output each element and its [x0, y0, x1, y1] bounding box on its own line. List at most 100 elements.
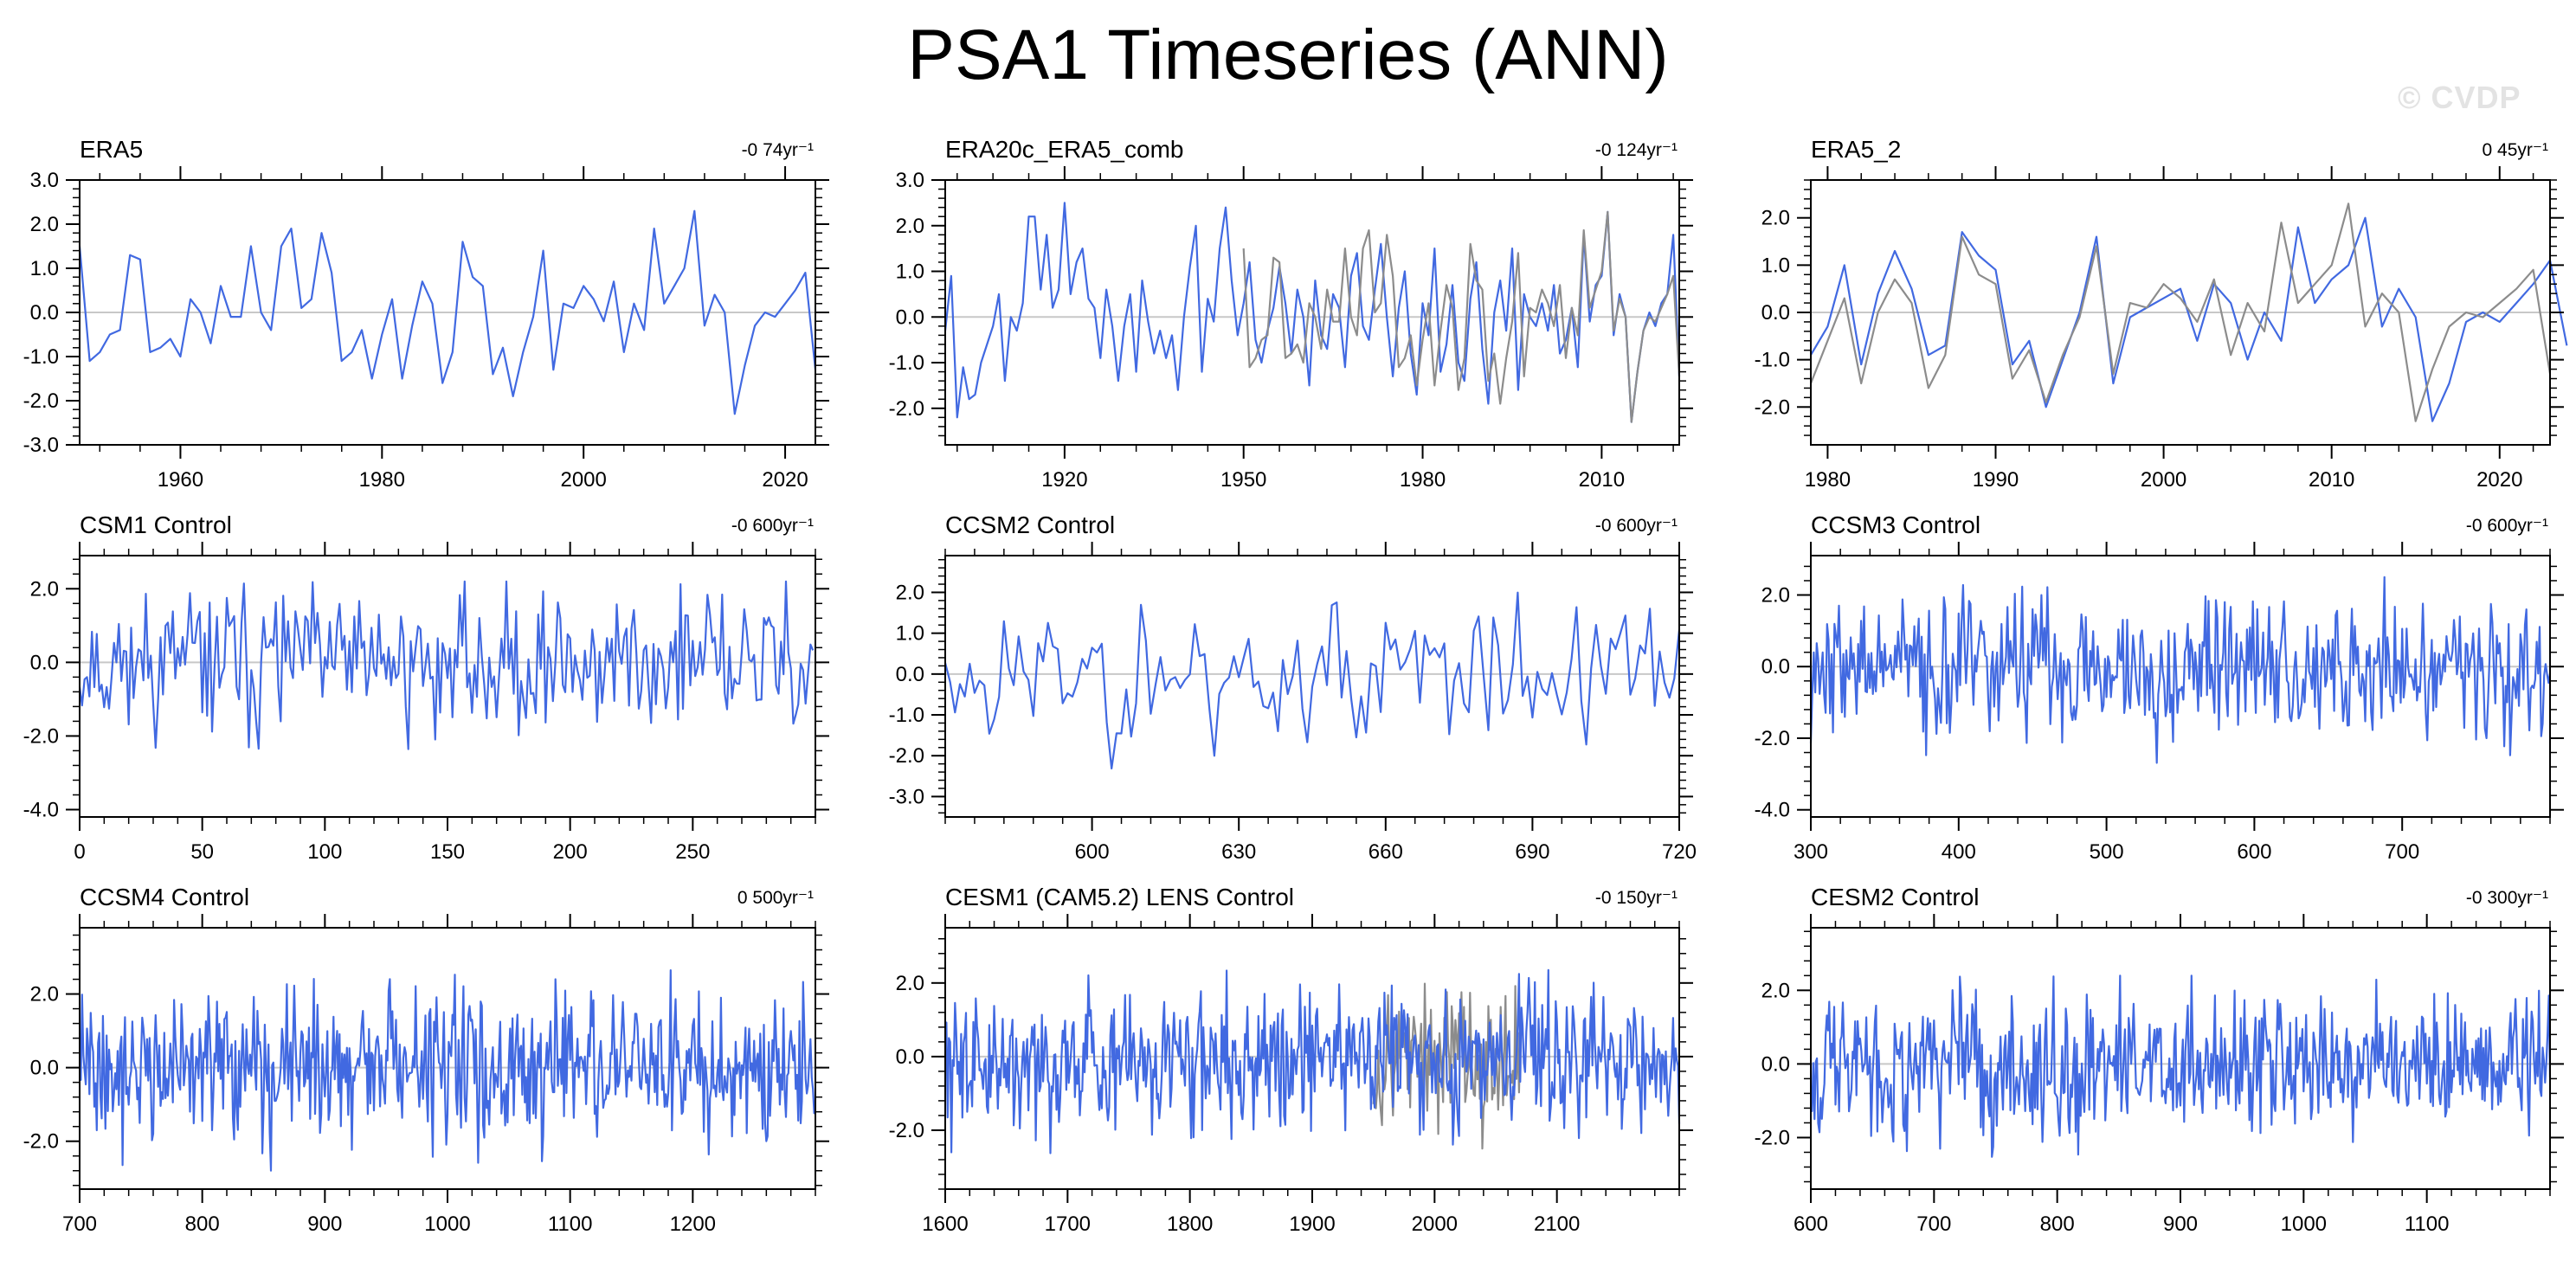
x-tick-label: 2020 [2476, 468, 2522, 492]
y-tick-label: -3.0 [23, 434, 59, 457]
trend-label: 0 45yr⁻¹ [2483, 140, 2548, 160]
panel-7: -2.0 0.0 2.0 700 800 900 1000 1100 1200 CCSM4 Con… [23, 884, 829, 1236]
y-tick-label: 2.0 [1761, 584, 1790, 608]
x-tick-label: 2000 [560, 468, 606, 492]
x-tick-label: 1980 [1400, 468, 1446, 492]
trend-label: -0 600yr⁻¹ [1595, 516, 1678, 536]
panel-2: -2.0 -1.0 0.0 1.0 2.0 3.0 1920 1950 1980 2010 ERA2… [889, 136, 1693, 492]
x-tick-label: 660 [1368, 840, 1403, 864]
y-tick-label: -1.0 [889, 704, 924, 727]
x-tick-label: 300 [1794, 840, 1828, 864]
x-tick-label: 1100 [548, 1212, 593, 1236]
trend-label: -0 74yr⁻¹ [742, 140, 814, 160]
series-line-1 [1809, 576, 2552, 764]
series-line-1 [1810, 216, 2568, 422]
x-tick-label: 2100 [1534, 1212, 1580, 1236]
y-tick-label: 1.0 [896, 260, 924, 284]
panel-title: ERA5 [80, 136, 143, 163]
y-tick-label: 2.0 [896, 972, 924, 995]
panel-title: ERA5_2 [1811, 136, 1901, 163]
y-tick-label: 2.0 [30, 577, 59, 601]
y-tick-label: -1.0 [889, 351, 924, 375]
y-tick-label: -2.0 [889, 1119, 924, 1142]
y-tick-label: 3.0 [30, 169, 59, 192]
panel-5: -3.0 -2.0 -1.0 0.0 1.0 2.0 600 630 660 690 720 CCSM… [889, 511, 1697, 864]
y-tick-label: -2.0 [1755, 727, 1790, 750]
y-tick-label: -4.0 [1755, 799, 1790, 822]
x-tick-label: 720 [1662, 840, 1697, 864]
trend-label: -0 300yr⁻¹ [2466, 888, 2548, 908]
y-tick-label: 0.0 [30, 1057, 59, 1080]
y-tick-label: -2.0 [889, 397, 924, 421]
plot-frame [944, 179, 1680, 446]
y-tick-label: -2.0 [23, 389, 59, 413]
x-tick-label: 600 [2237, 840, 2271, 864]
x-tick-label: 2000 [2141, 468, 2186, 492]
x-tick-label: 1960 [158, 468, 203, 492]
x-tick-label: 900 [2163, 1212, 2198, 1236]
panel-3: -2.0 -1.0 0.0 1.0 2.0 1980 1990 2000 2010 2020 ERA… [1755, 136, 2568, 492]
y-tick-label: 3.0 [896, 169, 924, 192]
panel-title: CESM1 (CAM5.2) LENS Control [945, 884, 1294, 910]
x-tick-label: 700 [1916, 1212, 1951, 1236]
x-tick-label: 1100 [2405, 1212, 2450, 1236]
x-tick-label: 1800 [1167, 1212, 1213, 1236]
y-tick-label: -2.0 [23, 724, 59, 748]
y-tick-label: 0.0 [1761, 655, 1790, 679]
series-line-2 [1242, 210, 1681, 423]
x-tick-label: 2010 [1579, 468, 1625, 492]
panel-title: CSM1 Control [80, 511, 232, 538]
watermark: © CVDP [2398, 80, 2521, 115]
panel-1: -3.0 -2.0 -1.0 0.0 1.0 2.0 3.0 1960 1980 2000 2020… [23, 136, 829, 492]
x-tick-label: 50 [190, 840, 214, 864]
y-tick-label: 1.0 [896, 622, 924, 646]
x-tick-label: 630 [1221, 840, 1256, 864]
x-tick-label: 0 [74, 840, 85, 864]
y-tick-label: -2.0 [889, 744, 924, 768]
x-tick-label: 900 [307, 1212, 342, 1236]
y-tick-label: 2.0 [1761, 207, 1790, 230]
panel-9: -2.0 0.0 2.0 600 700 800 900 1000 1100 CESM2 Cont… [1755, 884, 2564, 1236]
x-tick-label: 1980 [359, 468, 405, 492]
panel-title: CESM2 Control [1811, 884, 1980, 910]
y-tick-label: -2.0 [23, 1130, 59, 1154]
trend-label: 0 500yr⁻¹ [737, 888, 814, 908]
x-tick-label: 690 [1515, 840, 1549, 864]
panel-title: CCSM2 Control [945, 511, 1115, 538]
y-tick-label: 2.0 [896, 581, 924, 604]
x-tick-label: 1000 [2281, 1212, 2327, 1236]
x-tick-label: 100 [307, 840, 342, 864]
y-tick-label: -2.0 [1755, 396, 1790, 419]
trend-label: -0 600yr⁻¹ [2466, 516, 2548, 536]
trend-label: -0 600yr⁻¹ [731, 516, 814, 536]
trend-label: -0 150yr⁻¹ [1595, 888, 1678, 908]
x-tick-label: 1900 [1289, 1212, 1335, 1236]
series-line-2 [943, 968, 1681, 1154]
y-tick-label: 0.0 [30, 301, 59, 325]
x-tick-label: 1920 [1041, 468, 1087, 492]
series-line-1 [1809, 974, 2552, 1158]
y-tick-label: 2.0 [30, 983, 59, 1007]
x-tick-label: 1980 [1805, 468, 1851, 492]
y-tick-label: 0.0 [896, 1045, 924, 1069]
y-tick-label: 1.0 [30, 257, 59, 280]
x-tick-label: 1990 [1973, 468, 2019, 492]
panel-title: ERA20c_ERA5_comb [945, 136, 1183, 163]
y-tick-label: 0.0 [1761, 301, 1790, 325]
x-tick-label: 800 [185, 1212, 220, 1236]
series-line-1 [78, 209, 817, 415]
x-tick-label: 600 [1075, 840, 1110, 864]
series-line-1 [943, 202, 1681, 423]
panel-title: CCSM3 Control [1811, 511, 1980, 538]
y-tick-label: -4.0 [23, 798, 59, 821]
series-line-2 [1809, 203, 2552, 422]
y-tick-label: 2.0 [896, 215, 924, 238]
x-tick-label: 400 [1942, 840, 1976, 864]
figure-title: PSA1 Timeseries (ANN) [907, 16, 1669, 94]
x-tick-label: 600 [1794, 1212, 1828, 1236]
plot-frame [944, 555, 1680, 818]
y-tick-label: 0.0 [896, 305, 924, 329]
x-tick-label: 1200 [670, 1212, 716, 1236]
panel-8: -2.0 0.0 2.0 1600 1700 1800 1900 2000 2100 CESM1 … [889, 884, 1693, 1236]
series-line-1 [78, 580, 815, 750]
